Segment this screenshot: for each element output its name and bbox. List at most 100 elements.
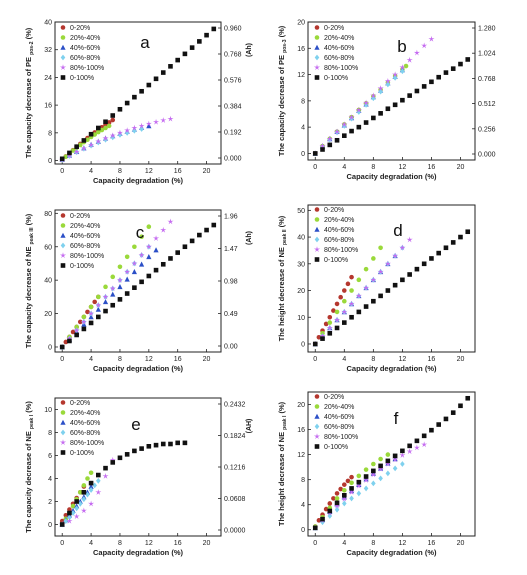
data-point <box>81 138 87 143</box>
data-point <box>385 288 391 293</box>
data-point <box>400 97 405 103</box>
data-point <box>117 455 123 461</box>
data-point <box>138 122 145 129</box>
data-point <box>88 310 95 317</box>
data-point <box>356 479 362 485</box>
data-point <box>77 490 83 495</box>
y-tick-label: 10 <box>44 407 52 414</box>
x-tick-label: 12 <box>398 164 406 171</box>
data-point <box>458 403 463 409</box>
y2-tick-label: 1.96 <box>224 214 238 221</box>
legend-label: 20%-40% <box>70 410 100 417</box>
y2-tick-label: 0.256 <box>478 126 496 133</box>
data-point <box>103 465 108 471</box>
data-point <box>334 128 341 135</box>
data-point <box>399 64 406 70</box>
data-point <box>385 452 391 457</box>
data-point <box>146 273 152 279</box>
data-point <box>428 35 435 42</box>
legend-label: 20%-40% <box>324 35 354 42</box>
plot-frame <box>307 21 476 161</box>
data-point <box>88 480 94 486</box>
y-tick-label: 40 <box>44 20 52 27</box>
data-point <box>124 254 130 260</box>
data-point <box>334 325 340 331</box>
y-axis-label-main: The capacity decrease of PE <box>277 53 286 156</box>
x-tick-label: 16 <box>428 164 436 171</box>
data-point <box>363 467 369 472</box>
data-point <box>132 244 137 250</box>
data-point <box>342 288 347 293</box>
data-point <box>348 488 355 495</box>
data-point <box>197 232 202 238</box>
data-point <box>146 123 152 129</box>
legend-label: 60%-80% <box>324 55 354 62</box>
data-point <box>414 438 420 444</box>
legend-marker <box>314 226 320 232</box>
data-point <box>334 496 340 501</box>
y2-tick-label: 1.024 <box>478 51 496 58</box>
y-axis-label-unit: (%) <box>24 27 33 41</box>
legend: 0-20% 20%-40% 40%-60% 60%-80% 80%-100% 0-100% <box>313 394 358 451</box>
data-point <box>74 499 79 504</box>
data-point <box>320 147 325 152</box>
y-tick-label: 16 <box>297 46 305 53</box>
x-tick-label: 0 <box>60 540 64 547</box>
panel-label: d <box>393 221 402 240</box>
x-tick-label: 8 <box>371 540 375 547</box>
series-0-100% <box>312 395 471 531</box>
legend-label: 20%-40% <box>324 217 354 224</box>
x-tick-label: 8 <box>118 356 122 363</box>
data-point <box>131 260 138 267</box>
x-tick-label: 8 <box>371 164 375 171</box>
series-20%-40% <box>59 470 94 527</box>
data-point <box>139 279 144 285</box>
data-point <box>356 124 362 130</box>
data-point <box>160 441 166 447</box>
data-point <box>327 513 333 519</box>
legend-marker <box>60 263 66 268</box>
data-point <box>378 245 383 251</box>
data-point <box>371 256 376 261</box>
data-point <box>378 475 383 482</box>
data-point <box>160 226 167 233</box>
data-point <box>74 332 79 338</box>
legend: 0-20% 20%-40% 40%-60% 60%-80% 80%-100% 0-100% <box>59 25 104 82</box>
series-0-100% <box>59 222 217 350</box>
y-tick-label: 0 <box>301 341 305 348</box>
data-point <box>363 101 369 108</box>
data-point <box>146 82 152 88</box>
x-tick-label: 8 <box>118 168 122 175</box>
data-point <box>197 39 202 44</box>
legend-label: 60%-80% <box>324 237 354 244</box>
data-point <box>320 336 325 341</box>
x-tick-label: 16 <box>174 356 182 363</box>
data-point <box>66 335 73 342</box>
x-tick-label: 12 <box>398 356 406 363</box>
data-point <box>81 326 87 332</box>
data-point <box>139 446 144 451</box>
legend-marker <box>314 25 320 30</box>
y2-axis-label: (Ah) <box>246 231 253 245</box>
series-0-100% <box>312 57 471 156</box>
y-tick-label: 0 <box>301 151 305 158</box>
data-point <box>85 491 90 498</box>
data-point <box>458 234 463 240</box>
data-point <box>124 268 131 275</box>
y-axis-label: The capacity decrease of PE pos-3 (%) <box>277 25 288 156</box>
data-point <box>323 506 329 512</box>
data-point <box>109 132 116 139</box>
data-point <box>334 316 341 323</box>
legend-label: 0-100% <box>70 75 94 82</box>
legend-marker <box>313 433 321 440</box>
y2-tick-label: 0.576 <box>224 78 242 85</box>
y-tick-label: 4 <box>301 125 305 132</box>
data-point <box>414 88 420 94</box>
x-tick-label: 0 <box>60 168 64 175</box>
legend-marker <box>59 439 67 446</box>
legend-marker <box>60 242 66 249</box>
data-point <box>363 477 370 483</box>
data-point <box>81 496 87 503</box>
legend-marker <box>314 423 320 430</box>
data-point <box>363 485 369 492</box>
